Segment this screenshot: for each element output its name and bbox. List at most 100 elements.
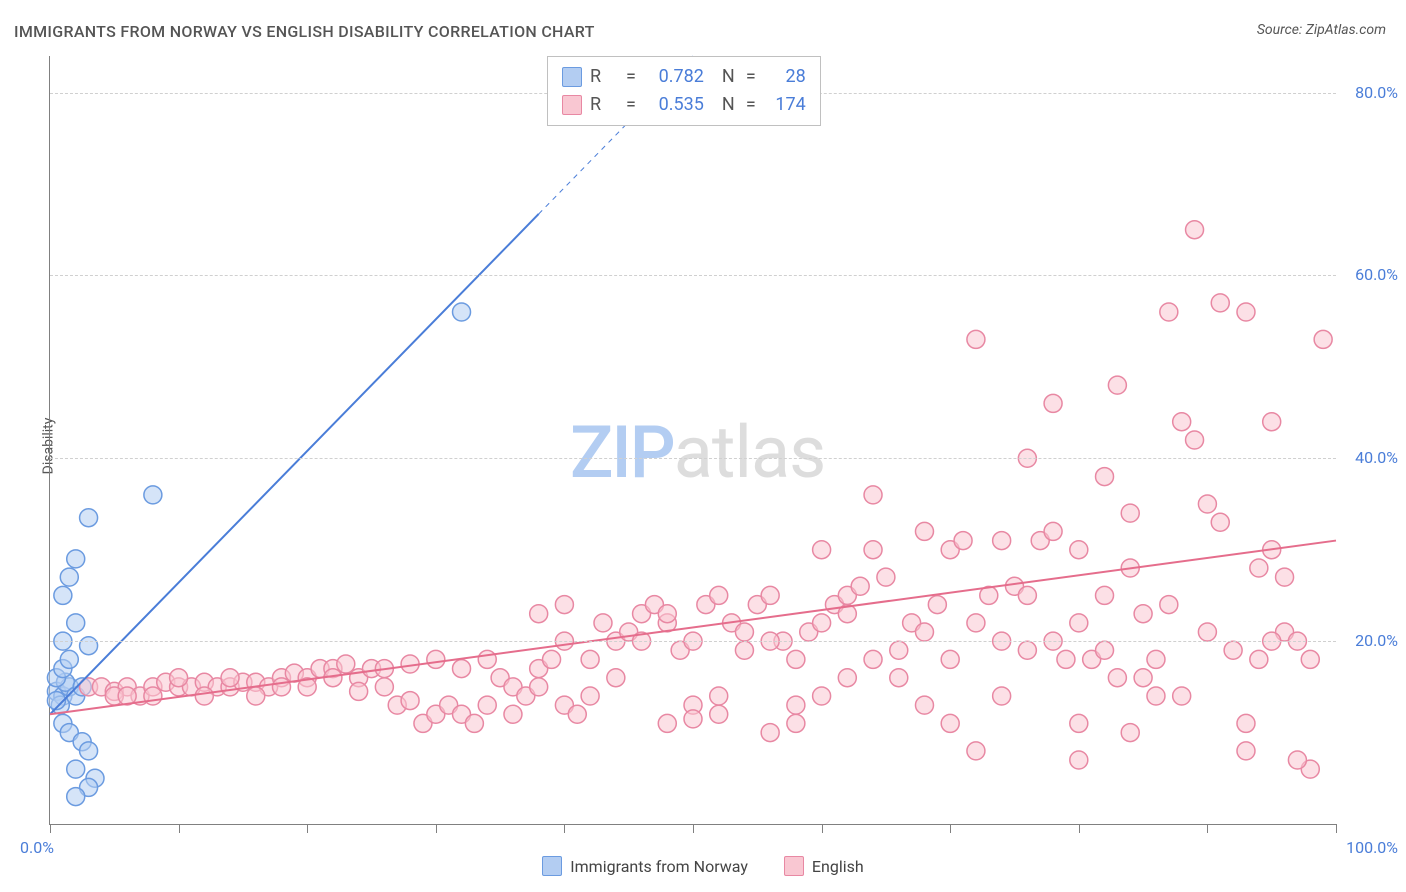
data-point-english [1096,586,1114,604]
data-point-english [658,605,676,623]
data-point-english [401,692,419,710]
data-point-english [941,714,959,732]
data-point-norway [80,637,98,655]
data-point-english [594,614,612,632]
data-point-english [851,577,869,595]
data-point-english [1108,376,1126,394]
data-point-english [478,650,496,668]
data-point-english [787,714,805,732]
data-point-english [1108,669,1126,687]
data-point-english [427,650,445,668]
data-point-english [1096,641,1114,659]
y-tick-label: 80.0% [1355,83,1398,102]
stat-N-english: 174 [764,91,806,119]
data-point-english [530,678,548,696]
data-point-english [928,596,946,614]
data-point-english [1186,221,1204,239]
data-point-english [1121,504,1139,522]
x-tick-label: 100.0% [1346,838,1398,857]
data-point-english [581,687,599,705]
data-point-english [877,568,895,586]
legend-item-english: English [784,856,864,876]
data-point-english [658,714,676,732]
stat-R-english: 0.535 [644,91,704,119]
stats-row-norway: R = 0.782 N = 28 [562,63,806,91]
data-point-norway [54,586,72,604]
stat-R-label: R [590,63,618,91]
data-point-english [1250,559,1268,577]
data-point-english [1314,330,1332,348]
data-point-english [337,655,355,673]
chart-container: IMMIGRANTS FROM NORWAY VS ENGLISH DISABI… [0,0,1406,892]
data-point-english [813,541,831,559]
correlation-stats-box: R = 0.782 N = 28 R = 0.535 N = 174 [547,56,821,126]
data-point-english [1134,669,1152,687]
data-point-english [1160,596,1178,614]
data-point-english [864,541,882,559]
data-point-english [1044,394,1062,412]
data-point-english [761,724,779,742]
data-point-english [1018,586,1036,604]
data-point-norway [60,650,78,668]
data-point-english [735,623,753,641]
data-point-english [1224,641,1242,659]
data-point-english [1070,714,1088,732]
data-point-english [568,705,586,723]
data-point-english [530,605,548,623]
data-point-english [1211,294,1229,312]
data-point-english [543,650,561,668]
data-point-english [890,669,908,687]
data-point-english [710,586,728,604]
data-point-norway [67,788,85,806]
data-point-english [890,641,908,659]
data-point-english [967,330,985,348]
stat-N-norway: 28 [764,63,806,91]
data-point-english [1237,742,1255,760]
data-point-norway [80,509,98,527]
y-tick-label: 20.0% [1355,631,1398,650]
data-point-english [813,687,831,705]
data-point-english [915,696,933,714]
data-point-norway [67,550,85,568]
swatch-pink-icon [562,95,582,115]
swatch-blue-icon [562,67,582,87]
data-point-english [915,522,933,540]
data-point-english [478,696,496,714]
data-point-english [1211,513,1229,531]
legend-item-norway: Immigrants from Norway [542,856,748,876]
data-point-english [504,705,522,723]
x-tick-label: 0.0% [20,838,54,857]
data-point-english [1018,641,1036,659]
data-point-english [581,650,599,668]
data-point-english [684,710,702,728]
data-point-english [170,669,188,687]
data-point-norway [453,303,471,321]
data-point-english [465,714,483,732]
data-point-english [941,650,959,668]
data-point-english [375,678,393,696]
stat-R-norway: 0.782 [644,63,704,91]
data-point-english [1147,687,1165,705]
data-point-english [1186,431,1204,449]
stat-N-label: N [722,63,738,91]
data-point-english [761,586,779,604]
data-point-norway [67,760,85,778]
data-point-english [350,682,368,700]
data-point-english [1070,541,1088,559]
data-point-english [272,678,290,696]
y-tick-label: 60.0% [1355,265,1398,284]
data-point-english [1288,751,1306,769]
data-point-norway [67,614,85,632]
data-point-english [1121,724,1139,742]
data-point-english [967,742,985,760]
data-point-english [1301,650,1319,668]
data-point-norway [80,742,98,760]
data-point-english [247,687,265,705]
data-point-english [195,687,213,705]
data-point-english [710,705,728,723]
data-point-english [864,650,882,668]
data-point-english [967,614,985,632]
data-point-english [1160,303,1178,321]
data-point-english [1263,413,1281,431]
data-point-english [607,669,625,687]
